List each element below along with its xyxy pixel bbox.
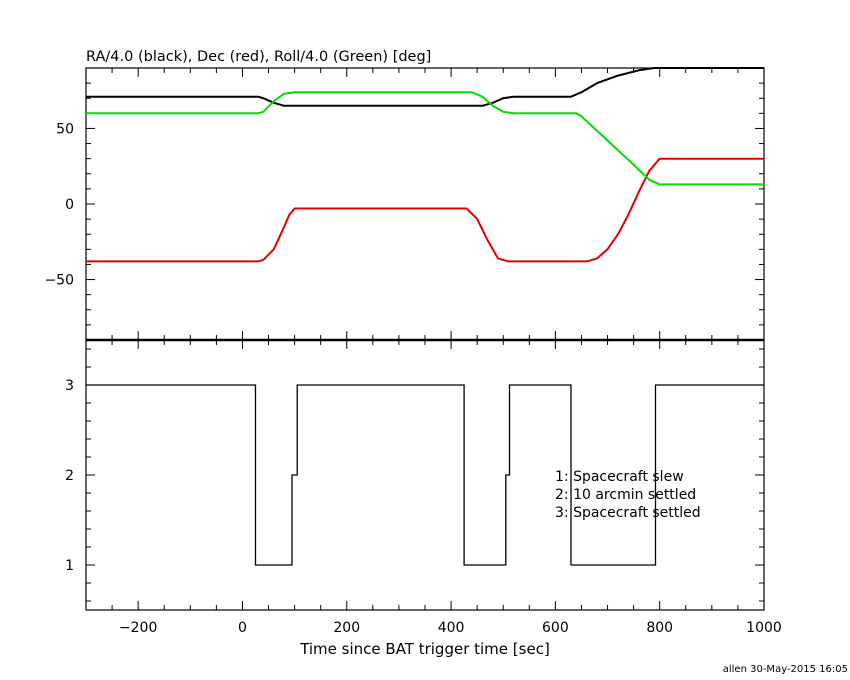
attitude-panel: −50 0 50 <box>44 67 765 341</box>
series-line-ra-4-0 <box>86 67 764 107</box>
y-tick-label-top: 50 <box>56 121 74 137</box>
settled-status-panel: 1: Spacecraft slew 2: 10 arcmin settled … <box>65 339 782 636</box>
footer-stamp: allen 30-May-2015 16:05 <box>723 664 848 675</box>
annotation-settled: 3: Spacecraft settled <box>555 505 701 521</box>
series-line-settled-status <box>86 384 764 566</box>
annotation-slew: 1: Spacecraft slew <box>555 469 684 485</box>
x-tick-label: −200 <box>119 620 157 636</box>
series-line-roll-4-0 <box>86 91 764 186</box>
y-tick-label-bottom: 1 <box>65 558 74 574</box>
x-tick-label: 800 <box>646 620 673 636</box>
y-tick-label-top: −50 <box>44 273 74 289</box>
y-tick-label-top: 0 <box>65 197 74 213</box>
x-tick-label: 0 <box>238 620 247 636</box>
attitude-panel-frame <box>85 67 765 341</box>
y-tick-label-bottom: 3 <box>65 378 74 394</box>
x-tick-label: 1000 <box>746 620 782 636</box>
y-tick-label-bottom: 2 <box>65 468 74 484</box>
x-axis-label: Time since BAT trigger time [sec] <box>299 640 550 658</box>
chart-title: RA/4.0 (black), Dec (red), Roll/4.0 (Gre… <box>86 49 431 65</box>
series-line-dec <box>86 157 764 263</box>
x-tick-label: 200 <box>333 620 360 636</box>
x-tick-label: 600 <box>542 620 569 636</box>
annotation-10-arcmin: 2: 10 arcmin settled <box>555 487 696 503</box>
x-tick-label: 400 <box>438 620 465 636</box>
